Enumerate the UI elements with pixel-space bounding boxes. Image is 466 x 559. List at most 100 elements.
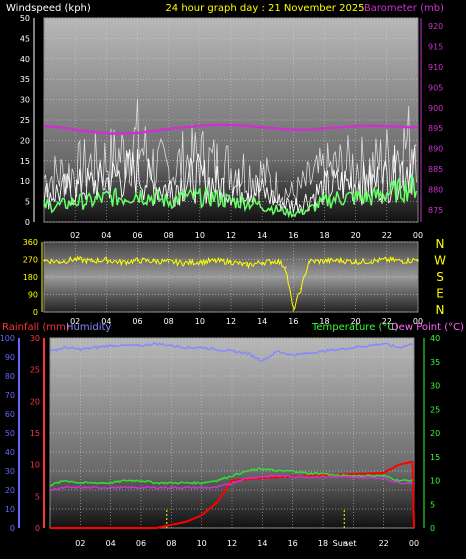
direction-point	[43, 259, 45, 262]
rain-tick-label: 10	[30, 461, 40, 470]
x-tick-label: 16	[288, 231, 298, 240]
x-tick-label: 18	[319, 231, 329, 240]
series-rainfall-mm-	[50, 460, 415, 529]
direction-point	[183, 262, 186, 264]
barometer-tick-label: 920	[428, 22, 443, 31]
direction-point	[339, 259, 341, 262]
x-tick-label: 04	[101, 231, 111, 240]
temperature-tick-label: 25	[430, 405, 440, 414]
x-tick-label: 04	[106, 539, 116, 548]
x-tick-label: 22	[379, 539, 389, 548]
temperature-tick-label: 10	[430, 477, 440, 486]
direction-point	[300, 287, 302, 290]
wind-tick-label: 30	[20, 96, 30, 105]
series-dew-point-c-	[49, 474, 413, 492]
rain-tick-label: 30	[30, 334, 40, 343]
temperature-tick-label: 30	[430, 382, 440, 391]
humidity-tick-label: 50	[5, 429, 15, 438]
wind-tick-label: 15	[20, 157, 30, 166]
direction-point	[121, 261, 123, 264]
direction-point	[292, 309, 295, 311]
x-tick-label: 06	[132, 317, 142, 326]
x-tick-label: 08	[164, 317, 174, 326]
x-tick-label: 00	[413, 317, 423, 326]
rain-tick-label: 5	[35, 492, 40, 501]
temperature-tick-label: 35	[430, 358, 440, 367]
x-tick-label: 20	[351, 231, 361, 240]
humidity-tick-label: 20	[5, 486, 15, 495]
direction-point	[74, 258, 76, 260]
x-tick-label: 00	[409, 539, 419, 548]
direction-point	[370, 260, 373, 262]
temperature-tick-label: 40	[430, 334, 440, 343]
wind-tick-label: 5	[25, 198, 30, 207]
x-tick-label: 06	[136, 539, 146, 548]
humidity-label: Humidity	[66, 322, 111, 333]
x-tick-label: 00	[413, 231, 423, 240]
x-tick-label: 08	[166, 539, 176, 548]
compass-label: N	[436, 237, 445, 251]
wind-tick-label: 20	[20, 136, 30, 145]
rain-tick-label: 15	[30, 429, 40, 438]
direction-point	[199, 261, 201, 263]
direction-point	[136, 259, 139, 262]
barometer-tick-label: 895	[428, 124, 443, 133]
humidity-tick-label: 40	[5, 448, 15, 457]
sunset-label: set	[344, 539, 356, 548]
x-tick-label: 10	[195, 231, 205, 240]
direction-point	[89, 260, 92, 262]
barometer-tick-label: 905	[428, 83, 443, 92]
direction-point	[308, 260, 310, 263]
x-tick-label: 12	[227, 539, 237, 548]
humidity-tick-label: 100	[0, 334, 15, 343]
x-tick-label: 08	[164, 231, 174, 240]
direction-tick-label: 270	[23, 256, 38, 265]
temperature-tick-label: 15	[430, 453, 440, 462]
series-humidity	[49, 342, 413, 363]
x-tick-label: 10	[197, 539, 207, 548]
wind-tick-label: 10	[20, 177, 30, 186]
barometer-tick-label: 900	[428, 104, 443, 113]
barometer-tick-label: 890	[428, 145, 443, 154]
series-barometer	[43, 123, 418, 135]
humidity-tick-label: 0	[10, 524, 15, 533]
direction-point	[386, 259, 388, 261]
direction-point	[58, 261, 61, 263]
humidity-tick-label: 10	[5, 505, 15, 514]
temperature-label: Temperature (°C)	[311, 322, 398, 333]
dewpoint-label: Dew Point (°C)	[391, 322, 464, 333]
wind-tick-label: 50	[20, 14, 30, 23]
x-tick-label: 06	[132, 231, 142, 240]
x-tick-label: 10	[195, 317, 205, 326]
rain-tick-label: 20	[30, 397, 40, 406]
compass-label: E	[436, 287, 444, 301]
wind-tick-label: 45	[20, 34, 30, 43]
x-tick-label: 14	[257, 317, 267, 326]
rainfall-label: Rainfall (mm)	[2, 322, 70, 333]
x-tick-label: 02	[70, 317, 80, 326]
x-tick-label: 14	[257, 231, 267, 240]
barometer-axis-title: Barometer (mb)	[364, 3, 444, 14]
x-tick-label: 02	[70, 231, 80, 240]
direction-point	[401, 260, 404, 262]
wind-tick-label: 25	[20, 116, 30, 125]
humidity-tick-label: 60	[5, 410, 15, 419]
windspeed-axis-title: Windspeed (kph)	[6, 3, 91, 14]
direction-tick-label: 90	[28, 291, 38, 300]
compass-label: N	[436, 303, 445, 317]
x-tick-label: 16	[288, 539, 298, 548]
rain-tick-label: 0	[35, 524, 40, 533]
direction-tick-label: 360	[23, 238, 38, 247]
barometer-tick-label: 885	[428, 165, 443, 174]
direction-point	[167, 261, 170, 263]
series-average-wind	[43, 174, 418, 219]
series-wind-direction	[43, 255, 419, 310]
direction-point	[323, 260, 326, 262]
direction-point	[354, 261, 357, 263]
barometer-tick-label: 875	[428, 206, 443, 215]
x-tick-label: 22	[382, 231, 392, 240]
direction-point	[230, 261, 232, 263]
x-tick-label: 18	[318, 539, 328, 548]
barometer-tick-label: 910	[428, 63, 443, 72]
direction-point	[214, 260, 217, 262]
